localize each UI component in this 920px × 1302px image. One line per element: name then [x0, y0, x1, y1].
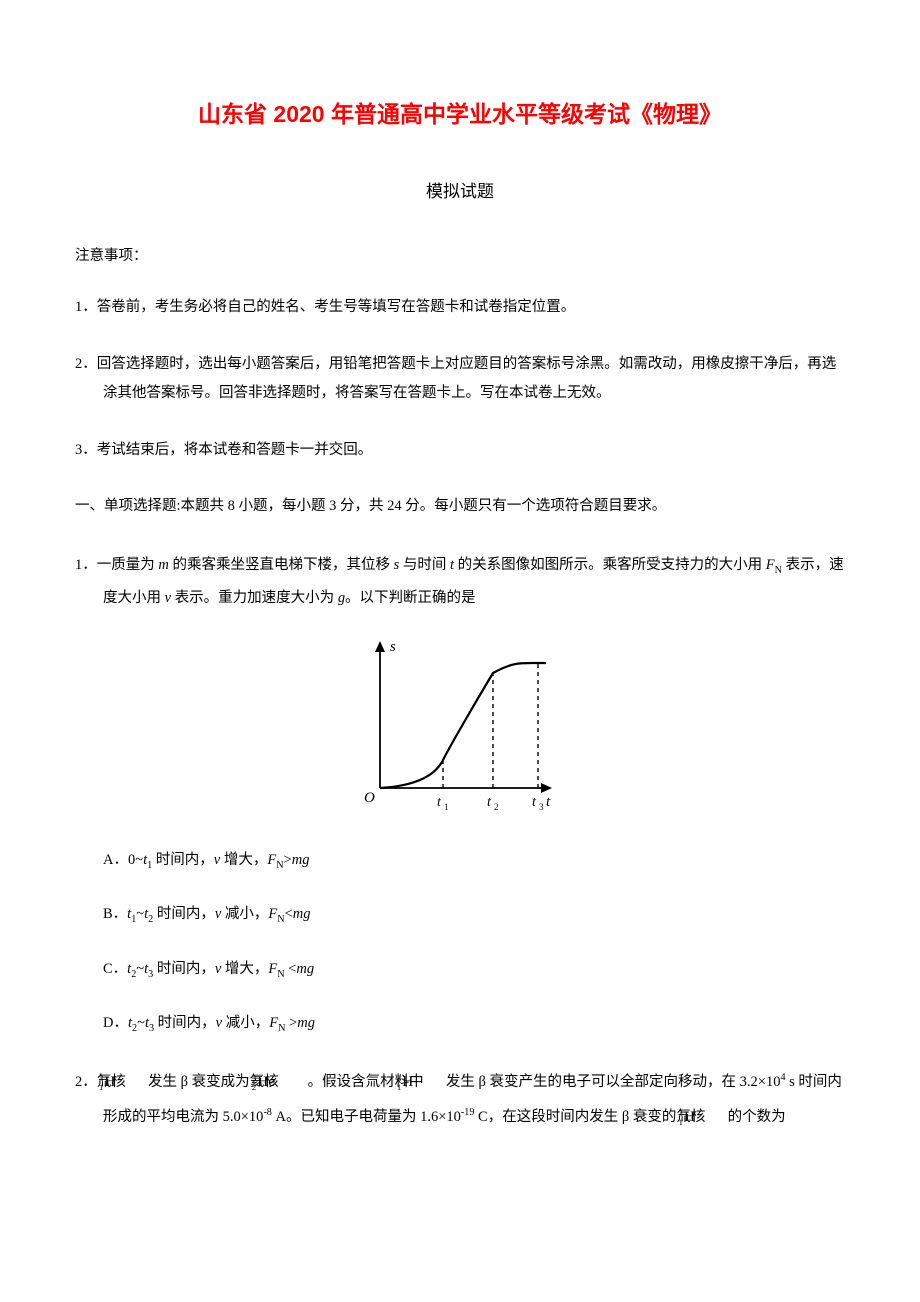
q1-p1: 一质量为: [97, 557, 159, 573]
svg-text:O: O: [364, 790, 375, 806]
q1-g: g: [338, 590, 345, 606]
q1-Nsub: N: [775, 564, 782, 575]
oD-mm: m: [297, 1015, 307, 1031]
oB-m2: 减小，: [221, 906, 268, 922]
subtitle-text: 模拟试题: [426, 182, 494, 201]
oB-g: g: [303, 906, 310, 922]
question-2: 2．氚核 31H 发生 β 衰变成为氦核 32He 。假设含氚材料中 31H 发…: [75, 1064, 845, 1135]
oB-m1: 时间内，: [153, 906, 215, 922]
oC-til: ~: [136, 961, 144, 977]
section-1-header: 一、单项选择题:本题共 8 小题，每小题 3 分，共 24 分。每小题只有一个选…: [75, 493, 845, 521]
question-1: 1．一质量为 m 的乘客乘坐竖直电梯下楼，其位移 s 与时间 t 的关系图像如图…: [75, 549, 845, 616]
exam-title: 山东省 2020 年普通高中学业水平等级考试《物理》: [75, 95, 845, 129]
isotope-He3: 32He: [284, 1064, 302, 1099]
title-text: 山东省 2020 年普通高中学业水平等级考试《物理》: [198, 101, 722, 127]
oC-mm: m: [296, 961, 306, 977]
oA-N: N: [276, 860, 283, 871]
oD-m2: 减小，: [222, 1015, 269, 1031]
notice-1: 1．答卷前，考生务必将自己的姓名、考生号等填写在答题卡和试卷指定位置。: [75, 293, 845, 322]
iso3-sym: H: [402, 1073, 413, 1090]
q2-p4: 发生 β 衰变产生的电子可以全部定向移动，在 3.2×10: [442, 1074, 780, 1090]
exam-subtitle: 模拟试题: [75, 177, 845, 202]
svg-text:1: 1: [444, 802, 449, 812]
oC-pre: C．: [103, 961, 127, 977]
option-1B: B．t1~t2 时间内，v 减小，FN<mg: [75, 901, 845, 929]
oB-til: ~: [136, 906, 144, 922]
iso1-sym: H: [104, 1073, 115, 1090]
q1-p6: 表示。重力加速度大小为: [171, 590, 338, 606]
q2-p8: 的个数为: [724, 1109, 786, 1125]
oC-m1: 时间内，: [153, 961, 215, 977]
displacement-time-graph: stOt1t2t3: [355, 633, 565, 818]
q2-p6: A。已知电子电荷量为 1.6×10: [272, 1109, 461, 1125]
q1-p3: 与时间: [399, 557, 450, 573]
q1-num: 1．: [75, 557, 97, 573]
option-1D: D．t2~t3 时间内，v 减小，FN >mg: [75, 1010, 845, 1038]
oA-gt: >: [284, 852, 292, 868]
q1-p2: 的乘客乘坐竖直电梯下楼，其位移: [169, 557, 394, 573]
q1-p7: 。以下判断正确的是: [345, 590, 476, 606]
q2-p7: C，在这段时间内发生 β 衰变的氚核: [474, 1109, 709, 1125]
oC-g: g: [307, 961, 314, 977]
q1-p4: 的关系图像如图所示。乘客所受支持力的大小用: [454, 557, 766, 573]
oD-m1: 时间内，: [154, 1015, 216, 1031]
q2-e2: -8: [263, 1107, 271, 1118]
svg-text:2: 2: [494, 802, 499, 812]
oA-pre: A．0~: [103, 852, 143, 868]
oA-m2: 增大，: [220, 852, 267, 868]
svg-text:3: 3: [539, 802, 544, 812]
oD-gt: >: [285, 1015, 297, 1031]
oB-lt: <: [285, 906, 293, 922]
option-1C: C．t2~t3 时间内，v 增大，FN <mg: [75, 956, 845, 984]
q1-m: m: [158, 557, 168, 573]
oC-lt: <: [285, 961, 297, 977]
q2-num: 2．: [75, 1074, 97, 1090]
oA-F: F: [267, 852, 276, 868]
svg-text:t: t: [487, 795, 492, 810]
notice-2: 2．回答选择题时，选出每小题答案后，用铅笔把答题卡上对应题目的答案标号涂黑。如需…: [75, 350, 845, 408]
svg-text:s: s: [390, 639, 396, 655]
svg-text:t: t: [532, 795, 537, 810]
q2-e3: -19: [461, 1107, 475, 1118]
option-1A: A．0~t1 时间内，v 增大，FN>mg: [75, 847, 845, 875]
oD-g: g: [308, 1015, 315, 1031]
notice-header: 注意事项：: [75, 244, 845, 265]
oC-m2: 增大，: [221, 961, 268, 977]
svg-text:t: t: [437, 795, 442, 810]
oB-mm: m: [293, 906, 303, 922]
oA-m1: 时间内，: [152, 852, 214, 868]
q1-F: F: [766, 557, 775, 573]
oC-F: F: [268, 961, 277, 977]
oA-g: g: [302, 852, 309, 868]
oA-mm: m: [292, 852, 302, 868]
oB-F: F: [268, 906, 277, 922]
isotope-H3-3: 31H: [711, 1099, 722, 1134]
isotope-H3-2: 31H: [429, 1064, 440, 1099]
oD-pre: D．: [103, 1015, 128, 1031]
svg-text:t: t: [546, 794, 551, 810]
oD-F: F: [269, 1015, 278, 1031]
oC-N: N: [277, 968, 284, 979]
iso2-sym: He: [257, 1073, 275, 1090]
oB-pre: B．: [103, 906, 127, 922]
isotope-H3-1: 31H: [131, 1064, 142, 1099]
iso4-sym: H: [684, 1108, 695, 1125]
notice-3: 3．考试结束后，将本试卷和答题卡一并交回。: [75, 436, 845, 465]
oB-N: N: [277, 914, 284, 925]
oD-til: ~: [137, 1015, 145, 1031]
q1-chart: stOt1t2t3: [75, 633, 845, 823]
